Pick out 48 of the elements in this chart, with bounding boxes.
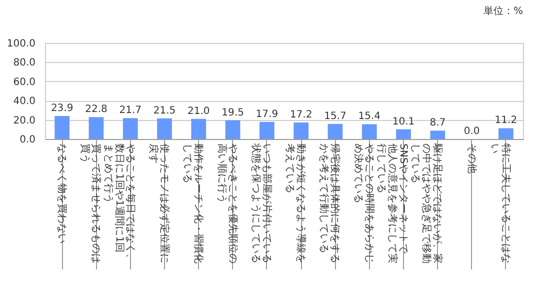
x-tick-label: いつも部屋が片付いている状態を保つようにしている [250,142,273,264]
bar [191,118,206,139]
bar [294,122,309,139]
x-tick-label: 駆け足ほどではないが、家の中ではやや急ぎ足で移動している [410,142,444,264]
data-label: 21.0 [188,106,210,117]
x-tick-label: やることを毎日ではなく、数日に1回や1週間に1回まとめて行う [102,144,136,264]
x-tick-label: 帰宅後は具体的に何をするかを考えて行動している [318,144,342,264]
bar [328,124,343,139]
x-tick-label: 動作をルーチン化・習慣化している [182,144,205,264]
data-label: 10.1 [392,116,415,128]
data-label: 0.0 [464,126,480,137]
bar [396,129,411,139]
x-tick-label: なるべく物を買わない [56,144,68,244]
y-tick-label: 100.0 [6,38,36,50]
y-tick-label: 80.0 [13,58,36,69]
x-tick-label: やるべきことを優先順位の高い順に行う [216,144,239,264]
x-tick-label: 動きが短くなるよう導線を考えている [284,144,308,264]
data-label: 15.7 [324,110,346,122]
y-tick-label: 60.0 [13,76,36,88]
x-tick-label: やることの時間をあらかじめ決めている [352,144,376,264]
bar [430,130,446,139]
data-label: 8.7 [430,118,446,129]
x-tick-label: 特に工夫していることはない [488,144,512,264]
data-label: 17.9 [256,108,278,120]
x-tick-label: その他 [466,144,478,174]
data-label: 21.7 [119,105,142,116]
bar [225,120,240,139]
bar [122,118,138,139]
bar [88,117,104,139]
y-tick-label: 40.0 [13,96,36,108]
data-label: 19.5 [222,107,244,118]
bar [157,118,172,139]
data-label: 22.8 [85,104,108,116]
data-label: 15.4 [358,111,380,122]
y-tick-label: 0.0 [20,134,36,146]
x-tick-label: 使ったモノは必ず定位置に戻す [148,144,170,264]
text: 単位：% [483,5,523,17]
bar [54,116,70,139]
y-tick-label: 20.0 [13,115,36,126]
x-tick-label: 買って済ませられるものは買う [79,144,102,264]
bar [259,122,274,139]
data-label: 21.5 [153,105,176,116]
data-label: 11.2 [494,115,518,126]
x-tick-label: SNSやインターネットで他人の意見を参考にして実行している [376,144,408,264]
bar [362,124,377,139]
data-label: 23.9 [50,103,74,114]
bar [498,128,514,139]
data-label: 17.2 [290,109,312,120]
